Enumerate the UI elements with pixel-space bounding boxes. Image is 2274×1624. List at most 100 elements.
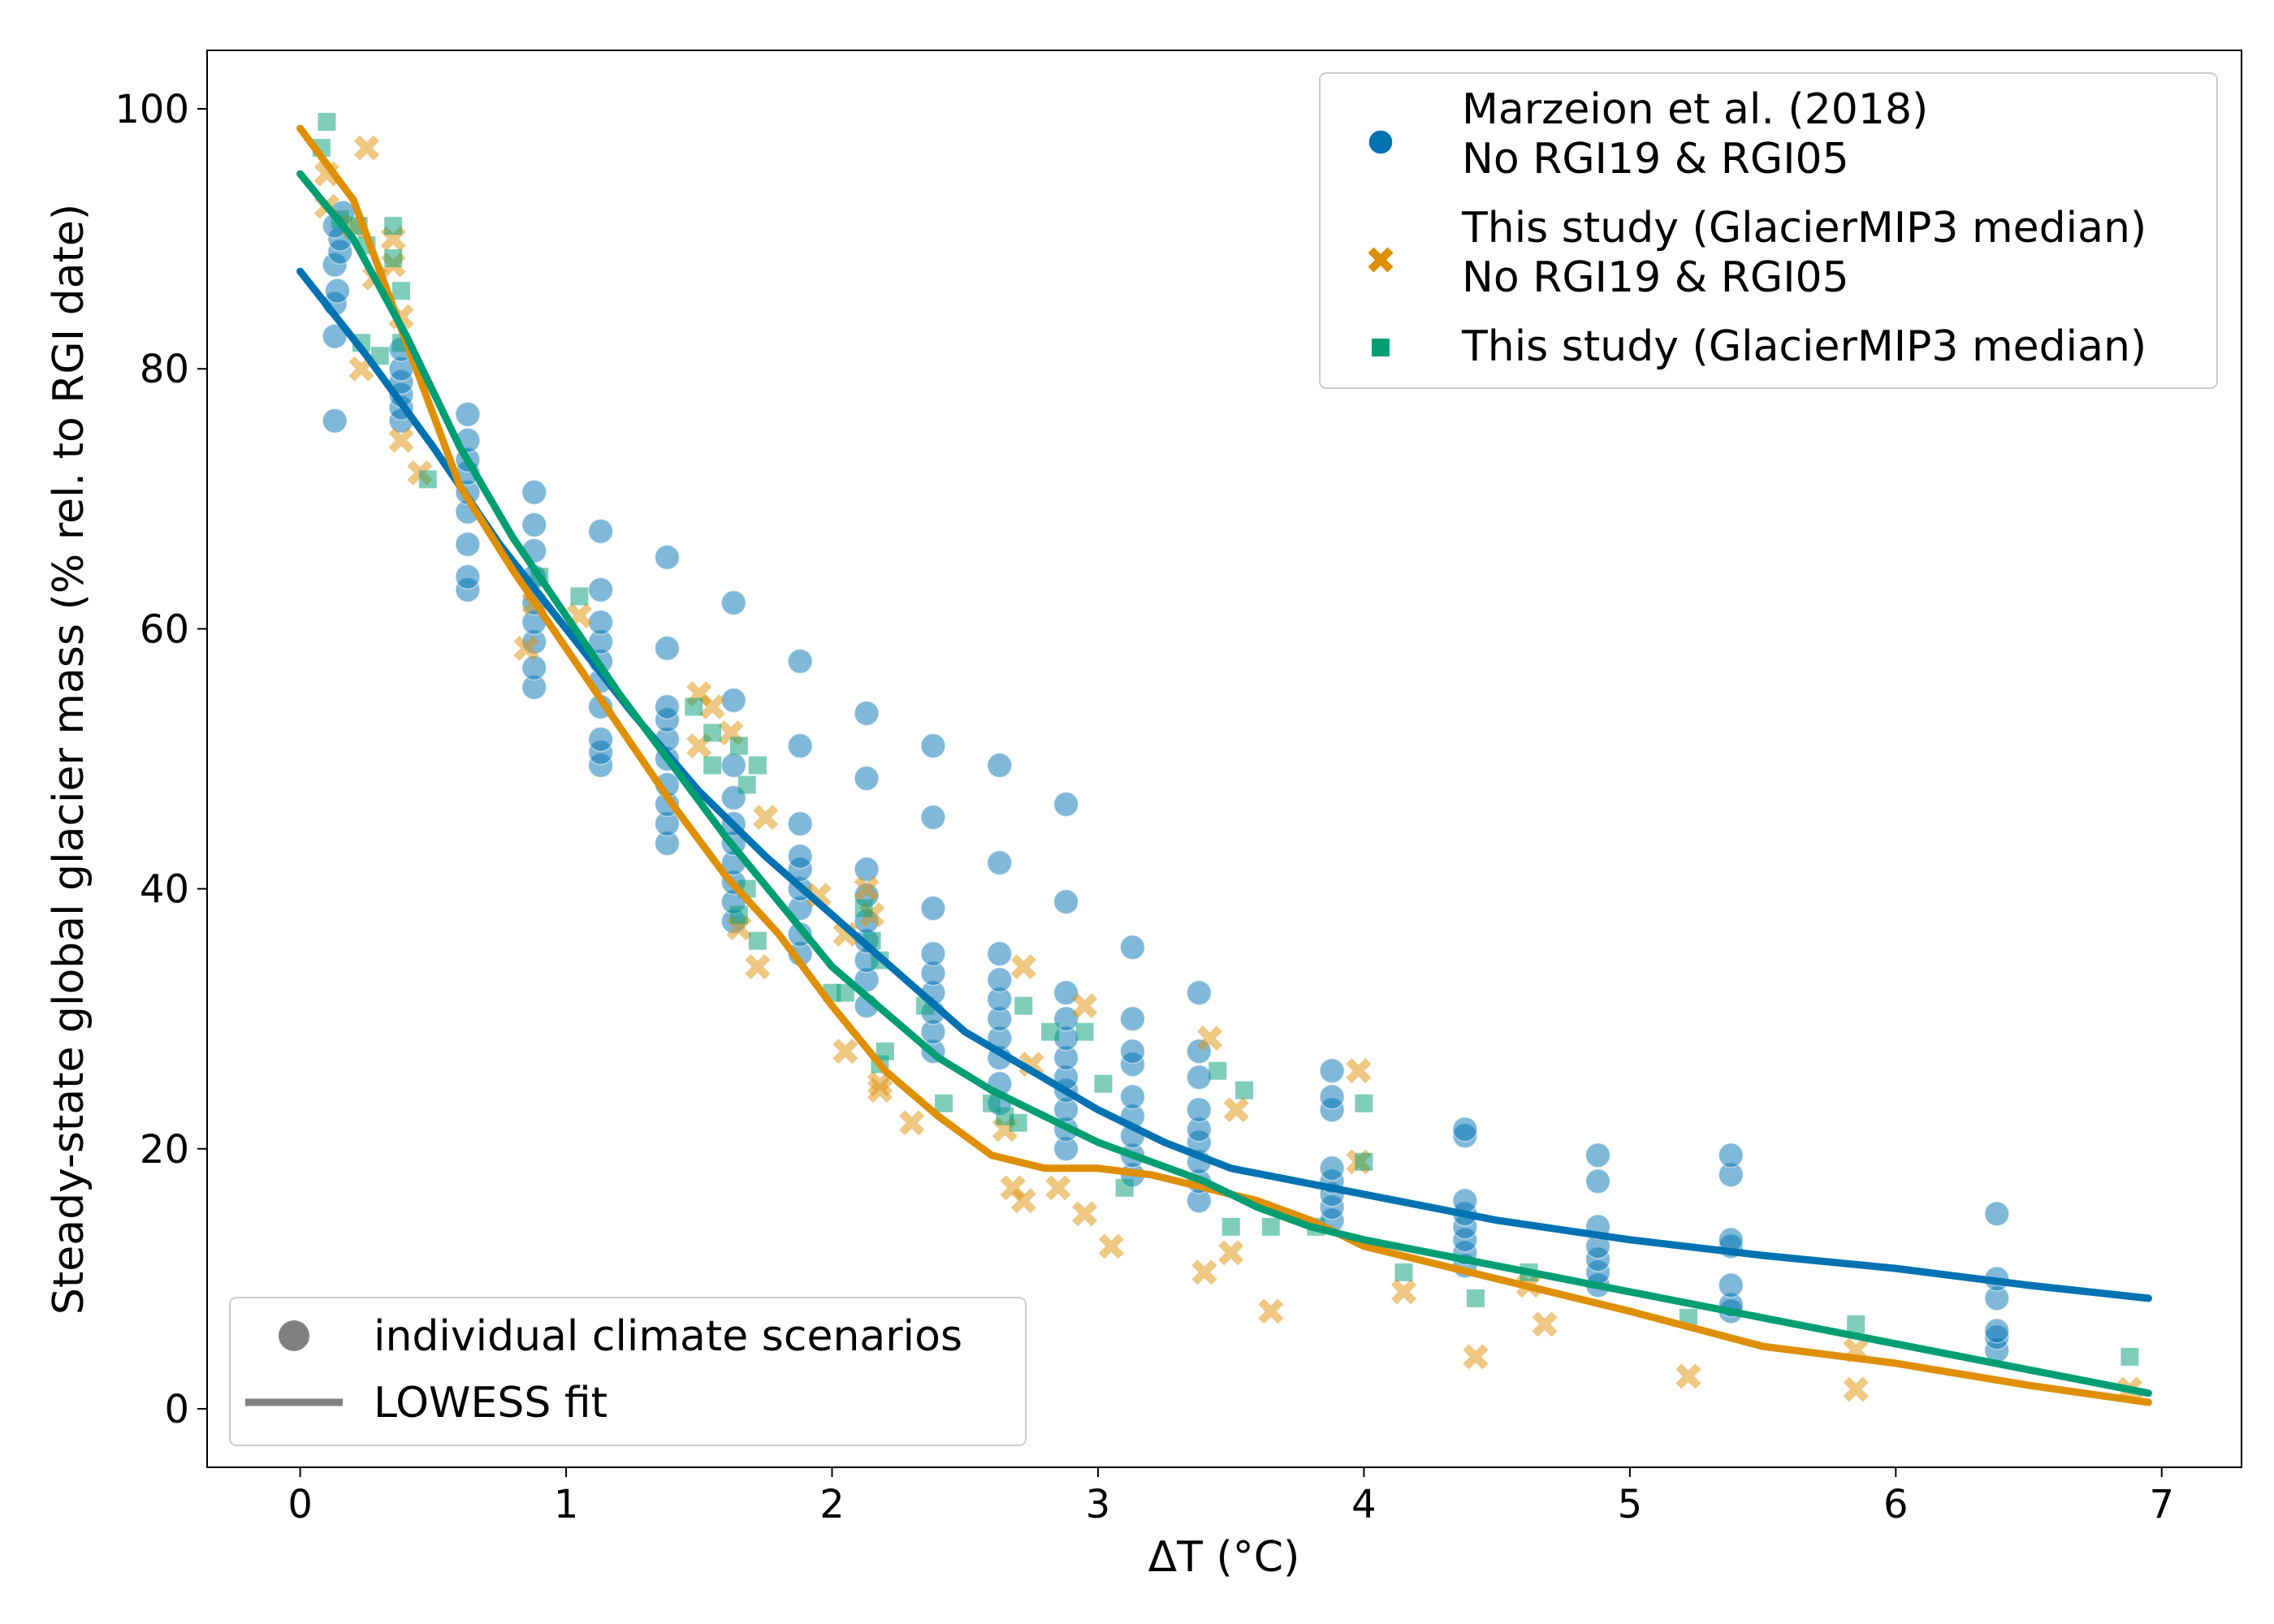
data-point (318, 113, 336, 132)
x-tick-label: 2 (819, 1482, 845, 1527)
x-axis-ticks: 0 1 2 3 4 5 6 7 (287, 1467, 2174, 1527)
data-point (1010, 954, 1036, 980)
data-point (1983, 1201, 2010, 1227)
series-legend-frame (1319, 72, 2218, 389)
data-point (1235, 1081, 1254, 1099)
data-point (737, 775, 756, 794)
data-point (1319, 1083, 1345, 1110)
data-point (1261, 1217, 1280, 1236)
data-point (920, 732, 946, 759)
marker-legend-label-line: LOWESS fit (374, 1379, 607, 1427)
data-point (1208, 1061, 1227, 1080)
data-point (1009, 1113, 1027, 1132)
data-point (654, 635, 681, 662)
data-point (703, 756, 722, 775)
data-point (1186, 979, 1213, 1006)
x-tick-label: 3 (1086, 1482, 1111, 1527)
data-point (1258, 1298, 1284, 1324)
data-point (987, 849, 1013, 876)
data-point (654, 693, 681, 720)
data-point (1119, 1083, 1146, 1110)
data-point (1186, 1064, 1213, 1091)
data-point (787, 810, 813, 837)
data-point (745, 954, 771, 980)
marker-legend-label-markers: individual climate scenarios (374, 1312, 962, 1361)
series-legend: Marzeion et al. (2018)No RGI19 & RGI05Th… (1319, 72, 2218, 389)
x-axis-label: ΔT (°C) (1148, 1533, 1300, 1582)
data-point (703, 723, 722, 742)
data-point (1196, 1026, 1223, 1052)
data-point (1186, 1096, 1213, 1123)
data-point (685, 698, 703, 716)
data-point (587, 726, 614, 753)
data-point (1115, 1178, 1134, 1197)
marker-legend-frame (229, 1297, 1027, 1446)
data-point (1584, 1142, 1611, 1168)
legend-series-label: No RGI19 & RGI05 (1462, 135, 1849, 184)
data-point (854, 856, 880, 883)
y-tick-label: 100 (115, 87, 189, 132)
data-point (587, 577, 614, 603)
data-point (1119, 934, 1146, 961)
series-legend-entries: Marzeion et al. (2018)No RGI19 & RGI05Th… (1368, 85, 2146, 371)
lowess-fit-layer (296, 124, 2152, 1406)
legend-series-label: Marzeion et al. (2018) (1462, 85, 1928, 134)
data-point (1675, 1363, 1701, 1389)
data-point (854, 876, 880, 902)
data-point (1075, 1022, 1094, 1041)
x-tick-label: 5 (1618, 1482, 1643, 1527)
data-point (867, 1078, 893, 1104)
x-tick-label: 6 (1883, 1482, 1909, 1527)
data-point (570, 587, 589, 606)
data-point (935, 1094, 953, 1112)
legend-marker-icon (1372, 339, 1390, 356)
data-point (2121, 1347, 2139, 1366)
data-point (324, 278, 351, 304)
data-point (1014, 996, 1033, 1015)
data-point (1094, 1074, 1113, 1093)
data-point (1319, 1155, 1345, 1181)
data-point (899, 1110, 925, 1136)
lowess-fit-line-1 (296, 124, 2152, 1406)
y-tick-label: 40 (140, 867, 189, 913)
data-point (1041, 1022, 1060, 1041)
data-point (854, 700, 880, 727)
legend-marker-icon (1368, 129, 1394, 155)
data-point (1072, 1201, 1098, 1227)
data-point (1346, 1058, 1372, 1084)
data-point (521, 512, 547, 538)
data-point (1119, 1005, 1146, 1032)
data-point (1463, 1344, 1489, 1370)
marker-type-legend: individual climate scenarios LOWESS fit (229, 1297, 1027, 1446)
lowess-fit-line-2 (296, 170, 2152, 1397)
data-point (920, 895, 946, 922)
y-tick-label: 0 (164, 1387, 189, 1432)
data-point (787, 843, 813, 870)
data-point (1452, 1116, 1478, 1142)
data-point (720, 752, 747, 779)
data-point (384, 217, 403, 235)
legend-marker-icon (1368, 247, 1394, 273)
data-point (854, 899, 873, 918)
data-point (1319, 1057, 1345, 1084)
data-point (1843, 1376, 1869, 1402)
data-point (370, 347, 389, 365)
data-point (720, 687, 747, 714)
data-point (920, 804, 946, 831)
data-point (987, 752, 1013, 779)
marker-legend-circle-icon (279, 1320, 309, 1351)
y-tick-label: 80 (140, 347, 189, 392)
data-point (729, 736, 748, 755)
data-point (720, 590, 747, 616)
data-point (699, 693, 725, 719)
data-point (753, 805, 779, 831)
data-point (455, 401, 481, 428)
data-point (787, 648, 813, 675)
x-tick-label: 1 (554, 1482, 579, 1527)
data-point (1532, 1311, 1558, 1337)
legend-series-label: No RGI19 & RGI05 (1462, 253, 1849, 302)
data-point (832, 1039, 858, 1065)
series-1-points (313, 135, 2143, 1402)
data-point (1223, 1097, 1249, 1123)
data-point (1221, 1217, 1240, 1236)
